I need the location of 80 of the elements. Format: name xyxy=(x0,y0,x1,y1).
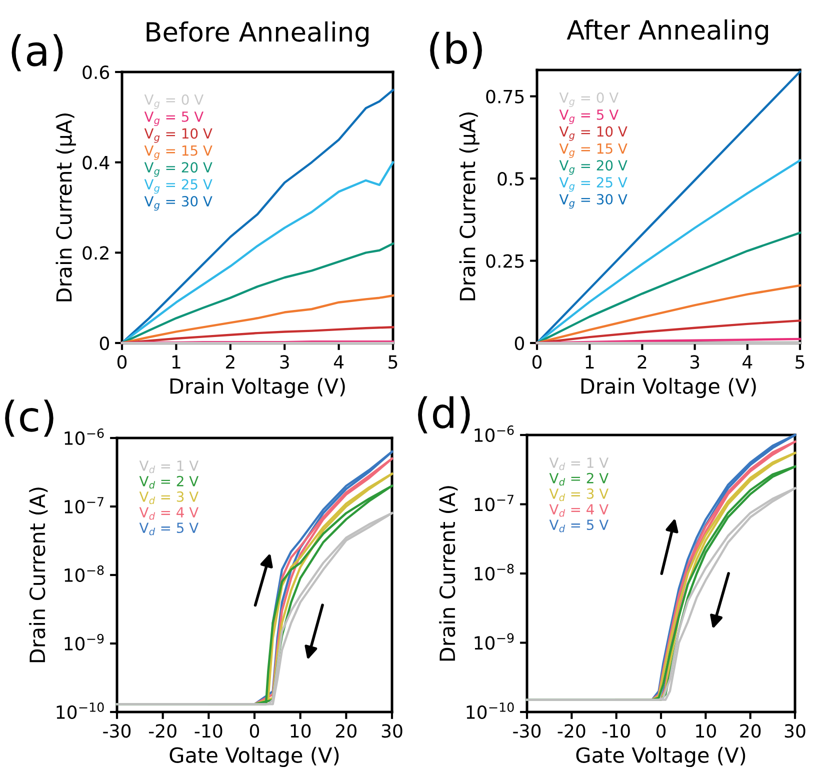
x-tick-label: 2 xyxy=(638,355,646,369)
y-tick-label: 10$^{−6}$ xyxy=(64,428,104,445)
y-tick-label: 0.4 xyxy=(82,156,110,170)
text: V$_{d}$ = 5 V xyxy=(139,522,199,536)
y-tick-label: 10$^{−6}$ xyxy=(474,425,514,442)
x-tick-label: 10 xyxy=(696,724,716,738)
text: V$_{g}$ = 20 V xyxy=(559,160,628,175)
y-tick-label: 10$^{−9}$ xyxy=(474,633,514,650)
y-tick-label: 0.25 xyxy=(486,254,524,268)
x-axis-title: Gate Voltage (V) xyxy=(170,746,339,767)
x-tick-label: 0 xyxy=(532,355,542,369)
text: V$_{g}$ = 15 V xyxy=(559,143,628,158)
x-tick-label: 0 xyxy=(250,724,260,738)
text: V$_{g}$ = 25 V xyxy=(559,177,628,192)
x-tick-label: 30 xyxy=(382,724,402,738)
text: V$_{d}$ = 3 V xyxy=(549,488,609,502)
text: V$_{d}$ = 2 V xyxy=(549,472,609,486)
x-tick-label: 10 xyxy=(290,724,311,738)
x-tick-label: -20 xyxy=(558,724,586,738)
text: V$_{g}$ = 20 V xyxy=(144,162,212,177)
text: V$_{g}$ = 25 V xyxy=(144,179,212,194)
x-tick-label: 0 xyxy=(656,724,666,738)
x-axis-title: Gate Voltage (V) xyxy=(576,746,746,767)
text: V$_{d}$ = 1 V xyxy=(139,460,199,474)
text: V$_{g}$ = 10 V xyxy=(559,126,628,141)
y-tick-label: 0 xyxy=(100,336,109,350)
text: V$_{g}$ = 30 V xyxy=(144,196,212,211)
text: V$_{g}$ = 15 V xyxy=(144,145,212,160)
text: (a) xyxy=(12,34,63,72)
text: (c) xyxy=(5,400,54,437)
x-tick-label: 20 xyxy=(336,724,356,738)
y-tick-label: 0 xyxy=(514,336,524,350)
text: V$_{d}$ = 1 V xyxy=(549,458,609,470)
text: V$_{d}$ = 4 V xyxy=(549,504,609,517)
text: V$_{g}$ = 5 V xyxy=(144,112,204,126)
y-tick-label: 10$^{−7}$ xyxy=(474,494,514,512)
text: (d) xyxy=(418,396,470,434)
chart-title: Before Annealing xyxy=(146,21,368,47)
x-tick-label: 5 xyxy=(796,355,804,369)
x-tick-label: -30 xyxy=(513,724,541,738)
y-axis-title: Drain Current (A) xyxy=(439,486,458,661)
x-tick-label: -30 xyxy=(103,724,131,738)
x-tick-label: -10 xyxy=(602,724,630,738)
x-tick-label: 1 xyxy=(172,355,180,369)
x-tick-label: -20 xyxy=(148,724,176,738)
x-axis-title: Drain Voltage (V) xyxy=(581,378,756,398)
text: V$_{g}$ = 30 V xyxy=(559,194,628,209)
y-tick-label: 0.2 xyxy=(82,246,108,260)
text: (b) xyxy=(430,32,482,69)
chart-title: After Annealing xyxy=(566,19,768,45)
y-tick-label: 0.5 xyxy=(498,172,524,186)
text: V$_{d}$ = 5 V xyxy=(549,520,609,532)
y-tick-label: 10$^{−10}$ xyxy=(56,702,104,719)
y-tick-label: 0.75 xyxy=(486,90,524,104)
x-tick-label: 4 xyxy=(334,355,344,369)
x-tick-label: 5 xyxy=(388,355,398,369)
y-axis-title: Drain Current (μA) xyxy=(56,113,76,302)
text: V$_{d}$ = 2 V xyxy=(139,476,199,489)
y-axis-title: Drain Current (μA) xyxy=(459,112,480,300)
x-tick-label: 4 xyxy=(742,355,752,369)
text: V$_{g}$ = 5 V xyxy=(559,110,619,124)
x-tick-label: 0 xyxy=(117,355,127,369)
text: V$_{d}$ = 3 V xyxy=(139,491,199,504)
text: V$_{g}$ = 10 V xyxy=(144,128,212,143)
y-tick-label: 0.6 xyxy=(82,65,110,80)
y-tick-label: 10$^{−10}$ xyxy=(466,702,514,719)
x-tick-label: 3 xyxy=(690,355,700,369)
x-tick-label: -10 xyxy=(194,724,222,738)
y-axis-title: Drain Current (A) xyxy=(29,488,48,662)
y-tick-label: 10$^{−8}$ xyxy=(64,565,104,582)
y-tick-label: 10$^{−9}$ xyxy=(64,634,104,650)
text: V$_{d}$ = 4 V xyxy=(139,507,199,520)
x-tick-label: 3 xyxy=(280,355,289,369)
x-tick-label: 1 xyxy=(586,355,594,369)
x-axis-title: Drain Voltage (V) xyxy=(170,378,345,398)
y-tick-label: 10$^{−7}$ xyxy=(64,497,104,514)
x-tick-label: 30 xyxy=(784,724,806,738)
y-tick-label: 10$^{−8}$ xyxy=(474,564,514,580)
x-tick-label: 20 xyxy=(740,724,761,738)
x-tick-label: 2 xyxy=(226,355,234,369)
